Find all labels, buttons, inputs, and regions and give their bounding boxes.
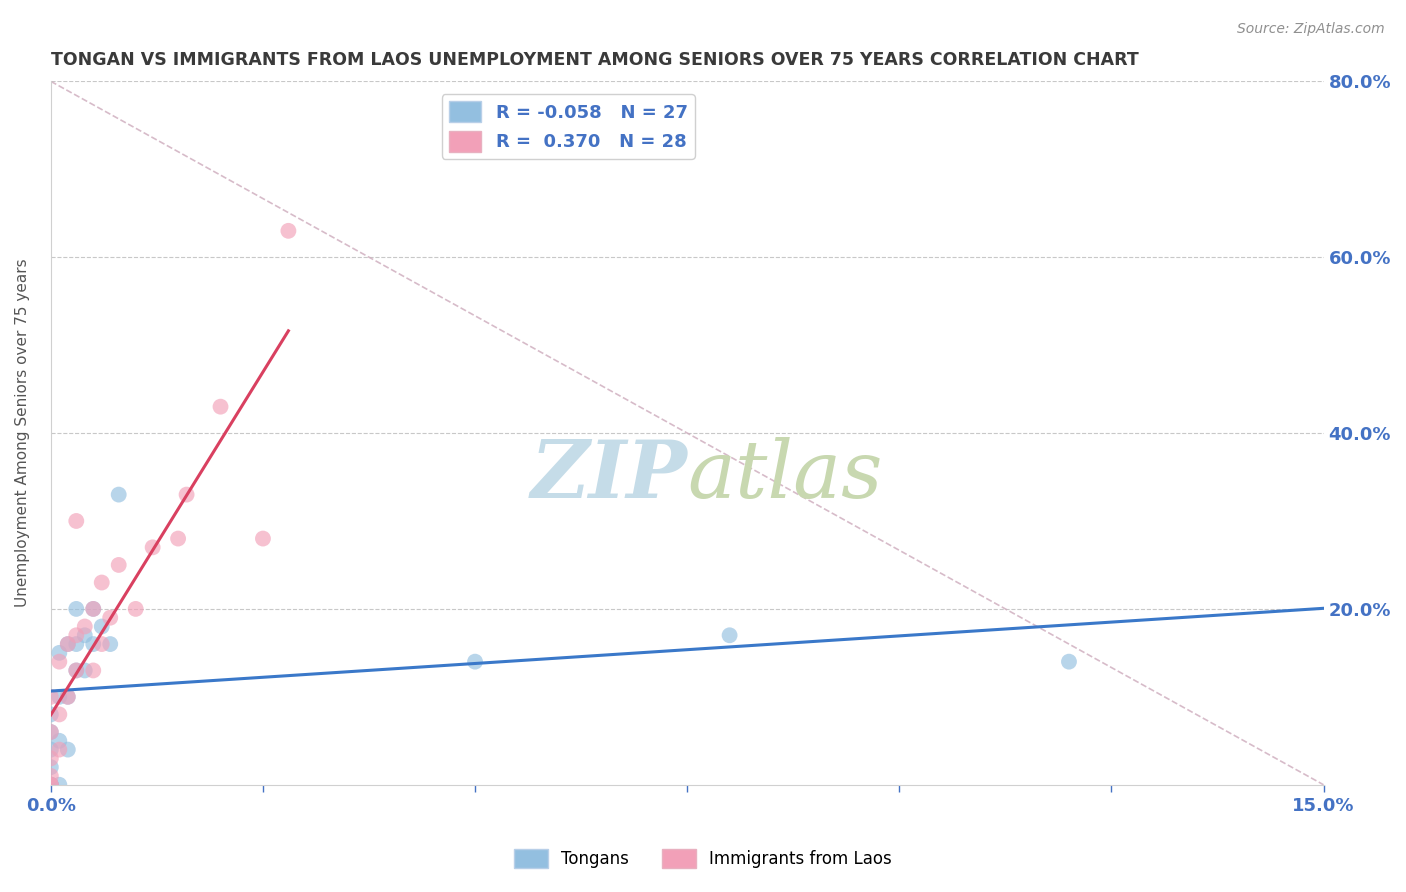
Point [39,778,62,792]
Point [48,690,70,704]
Point [39,725,62,739]
Point [48,778,70,792]
Text: TONGAN VS IMMIGRANTS FROM LAOS UNEMPLOYMENT AMONG SENIORS OVER 75 YEARS CORRELAT: TONGAN VS IMMIGRANTS FROM LAOS UNEMPLOYM… [51,51,1139,69]
Point [39,778,62,792]
Point [39,725,62,739]
Point [48,655,70,669]
Y-axis label: Unemployment Among Seniors over 75 years: Unemployment Among Seniors over 75 years [15,259,30,607]
Point [82,602,104,616]
Point [718,628,741,642]
Point [39,751,62,765]
Point [98,610,121,624]
Point [167,532,190,546]
Text: atlas: atlas [688,436,883,514]
Point [48,733,70,747]
Point [90,619,112,633]
Point [82,637,104,651]
Point [209,400,232,414]
Point [252,532,274,546]
Point [39,778,62,792]
Text: ZIP: ZIP [530,436,688,514]
Point [142,541,165,555]
Point [65,514,87,528]
Point [48,707,70,722]
Point [73,664,96,678]
Point [39,778,62,792]
Point [39,769,62,783]
Point [65,664,87,678]
Point [176,487,198,501]
Point [82,664,104,678]
Point [107,487,129,501]
Point [107,558,129,572]
Point [82,602,104,616]
Point [124,602,146,616]
Point [39,690,62,704]
Point [56,637,79,651]
Point [98,637,121,651]
Text: Source: ZipAtlas.com: Source: ZipAtlas.com [1237,22,1385,37]
Point [65,628,87,642]
Point [39,760,62,774]
Point [48,646,70,660]
Point [90,575,112,590]
Point [277,224,299,238]
Point [56,742,79,756]
Point [73,628,96,642]
Point [90,637,112,651]
Legend: Tongans, Immigrants from Laos: Tongans, Immigrants from Laos [508,842,898,875]
Point [39,742,62,756]
Point [56,690,79,704]
Point [65,637,87,651]
Point [48,742,70,756]
Point [56,637,79,651]
Legend: R = -0.058   N = 27, R =  0.370   N = 28: R = -0.058 N = 27, R = 0.370 N = 28 [441,94,695,159]
Point [65,664,87,678]
Point [39,707,62,722]
Point [1057,655,1080,669]
Point [56,690,79,704]
Point [464,655,486,669]
Point [73,619,96,633]
Point [65,602,87,616]
Point [39,778,62,792]
